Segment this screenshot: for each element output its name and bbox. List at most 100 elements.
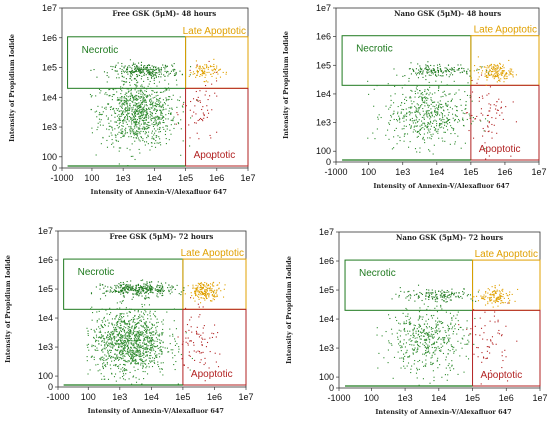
event-dot-live bbox=[454, 328, 456, 330]
event-dot-necrotic bbox=[410, 62, 412, 64]
event-dot-necrotic bbox=[413, 290, 415, 292]
event-dot-live bbox=[125, 308, 127, 311]
event-dot-live bbox=[133, 117, 135, 119]
event-dot-live bbox=[114, 349, 117, 351]
event-dot-apoptotic bbox=[484, 130, 486, 132]
event-dot-live bbox=[126, 331, 128, 333]
event-dot-live bbox=[399, 357, 401, 359]
event-dot-live bbox=[403, 140, 405, 142]
event-dot-live bbox=[128, 326, 130, 328]
event-dot-late_apoptotic bbox=[503, 297, 505, 299]
event-dot-live bbox=[161, 114, 163, 116]
event-dot-live bbox=[104, 344, 106, 346]
event-dot-live bbox=[161, 321, 163, 323]
x-tick-label: -1000 bbox=[327, 393, 350, 403]
event-dot-late_apoptotic bbox=[215, 291, 217, 293]
event-dot-live bbox=[121, 345, 123, 347]
event-dot-live bbox=[115, 380, 117, 382]
event-dot-live bbox=[136, 318, 138, 320]
event-dot-live bbox=[390, 104, 392, 106]
event-dot-live bbox=[111, 134, 113, 136]
event-dot-live bbox=[91, 95, 93, 97]
event-dot-live bbox=[408, 111, 410, 113]
event-dot-apoptotic bbox=[500, 106, 502, 108]
event-dot-live bbox=[111, 341, 113, 343]
event-dot-live bbox=[425, 352, 427, 354]
event-dot-live bbox=[423, 328, 425, 331]
event-dot-live bbox=[110, 351, 112, 353]
event-dot-apoptotic bbox=[473, 353, 475, 355]
event-dot-necrotic bbox=[138, 295, 140, 297]
event-dot-late_apoptotic bbox=[495, 299, 497, 301]
event-dot-necrotic bbox=[136, 293, 138, 295]
event-dot-live bbox=[132, 349, 134, 352]
event-dot-live bbox=[425, 332, 427, 334]
x-tick-label: 1e3 bbox=[116, 173, 131, 183]
event-dot-live bbox=[146, 324, 148, 327]
event-dot-live bbox=[124, 130, 127, 132]
event-dot-live bbox=[142, 126, 144, 128]
event-dot-live bbox=[87, 330, 89, 332]
event-dot-late_apoptotic bbox=[209, 289, 212, 291]
event-dot-live bbox=[405, 352, 407, 354]
event-dot-apoptotic bbox=[197, 350, 199, 352]
event-dot-necrotic bbox=[143, 68, 145, 70]
event-dot-live bbox=[408, 339, 410, 341]
event-dot-late_apoptotic bbox=[208, 295, 210, 297]
event-dot-live bbox=[413, 344, 415, 346]
event-dot-live bbox=[145, 90, 148, 93]
event-dot-late_apoptotic bbox=[489, 299, 491, 301]
event-dot-live bbox=[127, 352, 129, 354]
event-dot-apoptotic bbox=[470, 328, 472, 330]
event-dot-live bbox=[145, 363, 147, 365]
event-dot-live bbox=[411, 340, 413, 342]
event-dot-live bbox=[154, 91, 156, 94]
event-dot-live bbox=[464, 108, 466, 110]
event-dot-live bbox=[134, 109, 136, 111]
event-dot-live bbox=[152, 344, 154, 346]
event-dot-late_apoptotic bbox=[205, 294, 208, 296]
event-dot-live bbox=[130, 89, 132, 91]
event-dot-late_apoptotic bbox=[489, 297, 491, 299]
event-dot-late_apoptotic bbox=[484, 66, 486, 68]
event-dot-live bbox=[116, 340, 118, 342]
event-dot-live bbox=[137, 310, 139, 312]
event-dot-live bbox=[468, 334, 470, 336]
event-dot-apoptotic bbox=[488, 122, 490, 124]
event-dot-necrotic bbox=[168, 289, 170, 291]
event-dot-apoptotic bbox=[189, 137, 191, 139]
event-dot-late_apoptotic bbox=[206, 282, 208, 284]
event-dot-live bbox=[131, 356, 133, 358]
event-dot-live bbox=[163, 91, 165, 93]
event-dot-live bbox=[148, 363, 150, 365]
event-dot-live bbox=[116, 124, 118, 127]
event-dot-live bbox=[139, 106, 141, 108]
event-dot-apoptotic bbox=[182, 340, 184, 343]
event-dot-live bbox=[138, 337, 140, 339]
event-dot-live bbox=[152, 313, 155, 315]
event-dot-late_apoptotic bbox=[497, 297, 499, 299]
event-dot-live bbox=[182, 106, 184, 108]
event-dot-live bbox=[388, 122, 390, 124]
event-dot-live bbox=[131, 349, 133, 351]
gate-label-apoptotic: Apoptotic bbox=[479, 144, 521, 155]
event-dot-live bbox=[462, 119, 464, 121]
event-dot-apoptotic bbox=[187, 344, 189, 346]
event-dot-live bbox=[132, 333, 135, 335]
event-dot-live bbox=[143, 348, 145, 350]
event-dot-necrotic bbox=[106, 74, 108, 77]
event-dot-live bbox=[469, 95, 471, 97]
event-dot-live bbox=[98, 336, 100, 338]
event-dot-live bbox=[414, 111, 416, 113]
event-dot-necrotic bbox=[115, 290, 117, 292]
event-dot-live bbox=[457, 373, 459, 375]
event-dot-live bbox=[145, 114, 148, 116]
event-dot-live bbox=[128, 355, 131, 357]
event-dot-live bbox=[418, 132, 420, 134]
event-dot-live bbox=[128, 339, 130, 342]
event-dot-apoptotic bbox=[488, 93, 490, 95]
event-dot-live bbox=[139, 104, 141, 106]
event-dot-live bbox=[441, 322, 443, 324]
event-dot-late_apoptotic bbox=[473, 70, 475, 72]
event-dot-live bbox=[167, 99, 169, 101]
